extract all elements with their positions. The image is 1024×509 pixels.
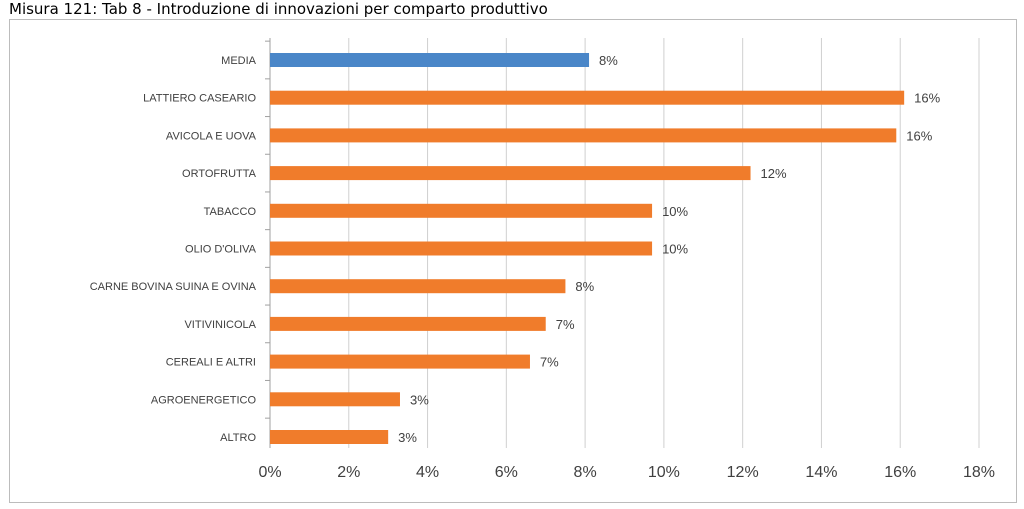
chart-frame: 0% 2% 4% 6% 8% 10% 12% 14% 16% 18% MEDIA 8% LATTIERO… — [9, 19, 1017, 503]
data-label: 3% — [410, 392, 429, 407]
data-label: 12% — [761, 166, 787, 181]
category-label: VITIVINICOLA — [184, 319, 256, 331]
bar-avicola-e-uova — [270, 128, 897, 143]
category-label: AGROENERGETICO — [151, 394, 257, 406]
x-tick-label: 14% — [805, 464, 837, 481]
data-label: 16% — [914, 91, 940, 106]
x-tick-label: 18% — [963, 464, 995, 481]
x-tick-label: 12% — [727, 464, 759, 481]
bar-lattiero-caseario — [270, 90, 905, 105]
x-tick-label: 4% — [416, 464, 439, 481]
x-tick-label: 6% — [495, 464, 518, 481]
bar-cereali-e-altri — [270, 354, 530, 369]
category-label: OLIO D'OLIVA — [185, 244, 257, 256]
category-label: TABACCO — [204, 206, 257, 218]
bar-media — [270, 53, 590, 67]
bar-agroenergetico — [270, 392, 400, 407]
bar-vitivinicola — [270, 316, 546, 331]
category-label: AVICOLA E UOVA — [166, 130, 257, 142]
bar-altro — [270, 430, 389, 444]
data-label: 10% — [662, 204, 688, 219]
data-label: 8% — [575, 279, 594, 294]
data-label: 7% — [556, 317, 575, 332]
bar-tabacco — [270, 203, 653, 218]
bar-olio-d-oliva — [270, 241, 653, 256]
category-label: CEREALI E ALTRI — [166, 357, 256, 369]
data-label: 3% — [398, 430, 417, 445]
data-label: 8% — [599, 53, 618, 68]
x-tick-label: 2% — [337, 464, 360, 481]
x-tick-label: 16% — [884, 464, 916, 481]
category-label: ALTRO — [220, 432, 256, 444]
data-label: 10% — [662, 242, 688, 257]
labels: 0% 2% 4% 6% 8% 10% 12% 14% 16% 18% MEDIA 8% LATTIERO… — [90, 53, 995, 481]
bar-chart: 0% 2% 4% 6% 8% 10% 12% 14% 16% 18% MEDIA 8% LATTIERO… — [90, 38, 995, 481]
category-label: CARNE BOVINA SUINA E OVINA — [90, 281, 257, 293]
bars — [270, 53, 905, 444]
x-tick-label: 8% — [574, 464, 597, 481]
x-tick-label: 10% — [648, 464, 680, 481]
bar-carne-bovina-suina-e-ovina — [270, 279, 566, 294]
x-tick-label: 0% — [258, 464, 281, 481]
bar-ortofrutta — [270, 166, 751, 181]
data-label: 7% — [540, 355, 559, 370]
category-label: ORTOFRUTTA — [182, 168, 257, 180]
category-label: LATTIERO CASEARIO — [143, 93, 256, 105]
data-label: 16% — [906, 128, 932, 143]
category-label: MEDIA — [221, 55, 257, 67]
page-title: Misura 121: Tab 8 - Introduzione di inno… — [9, 0, 548, 18]
